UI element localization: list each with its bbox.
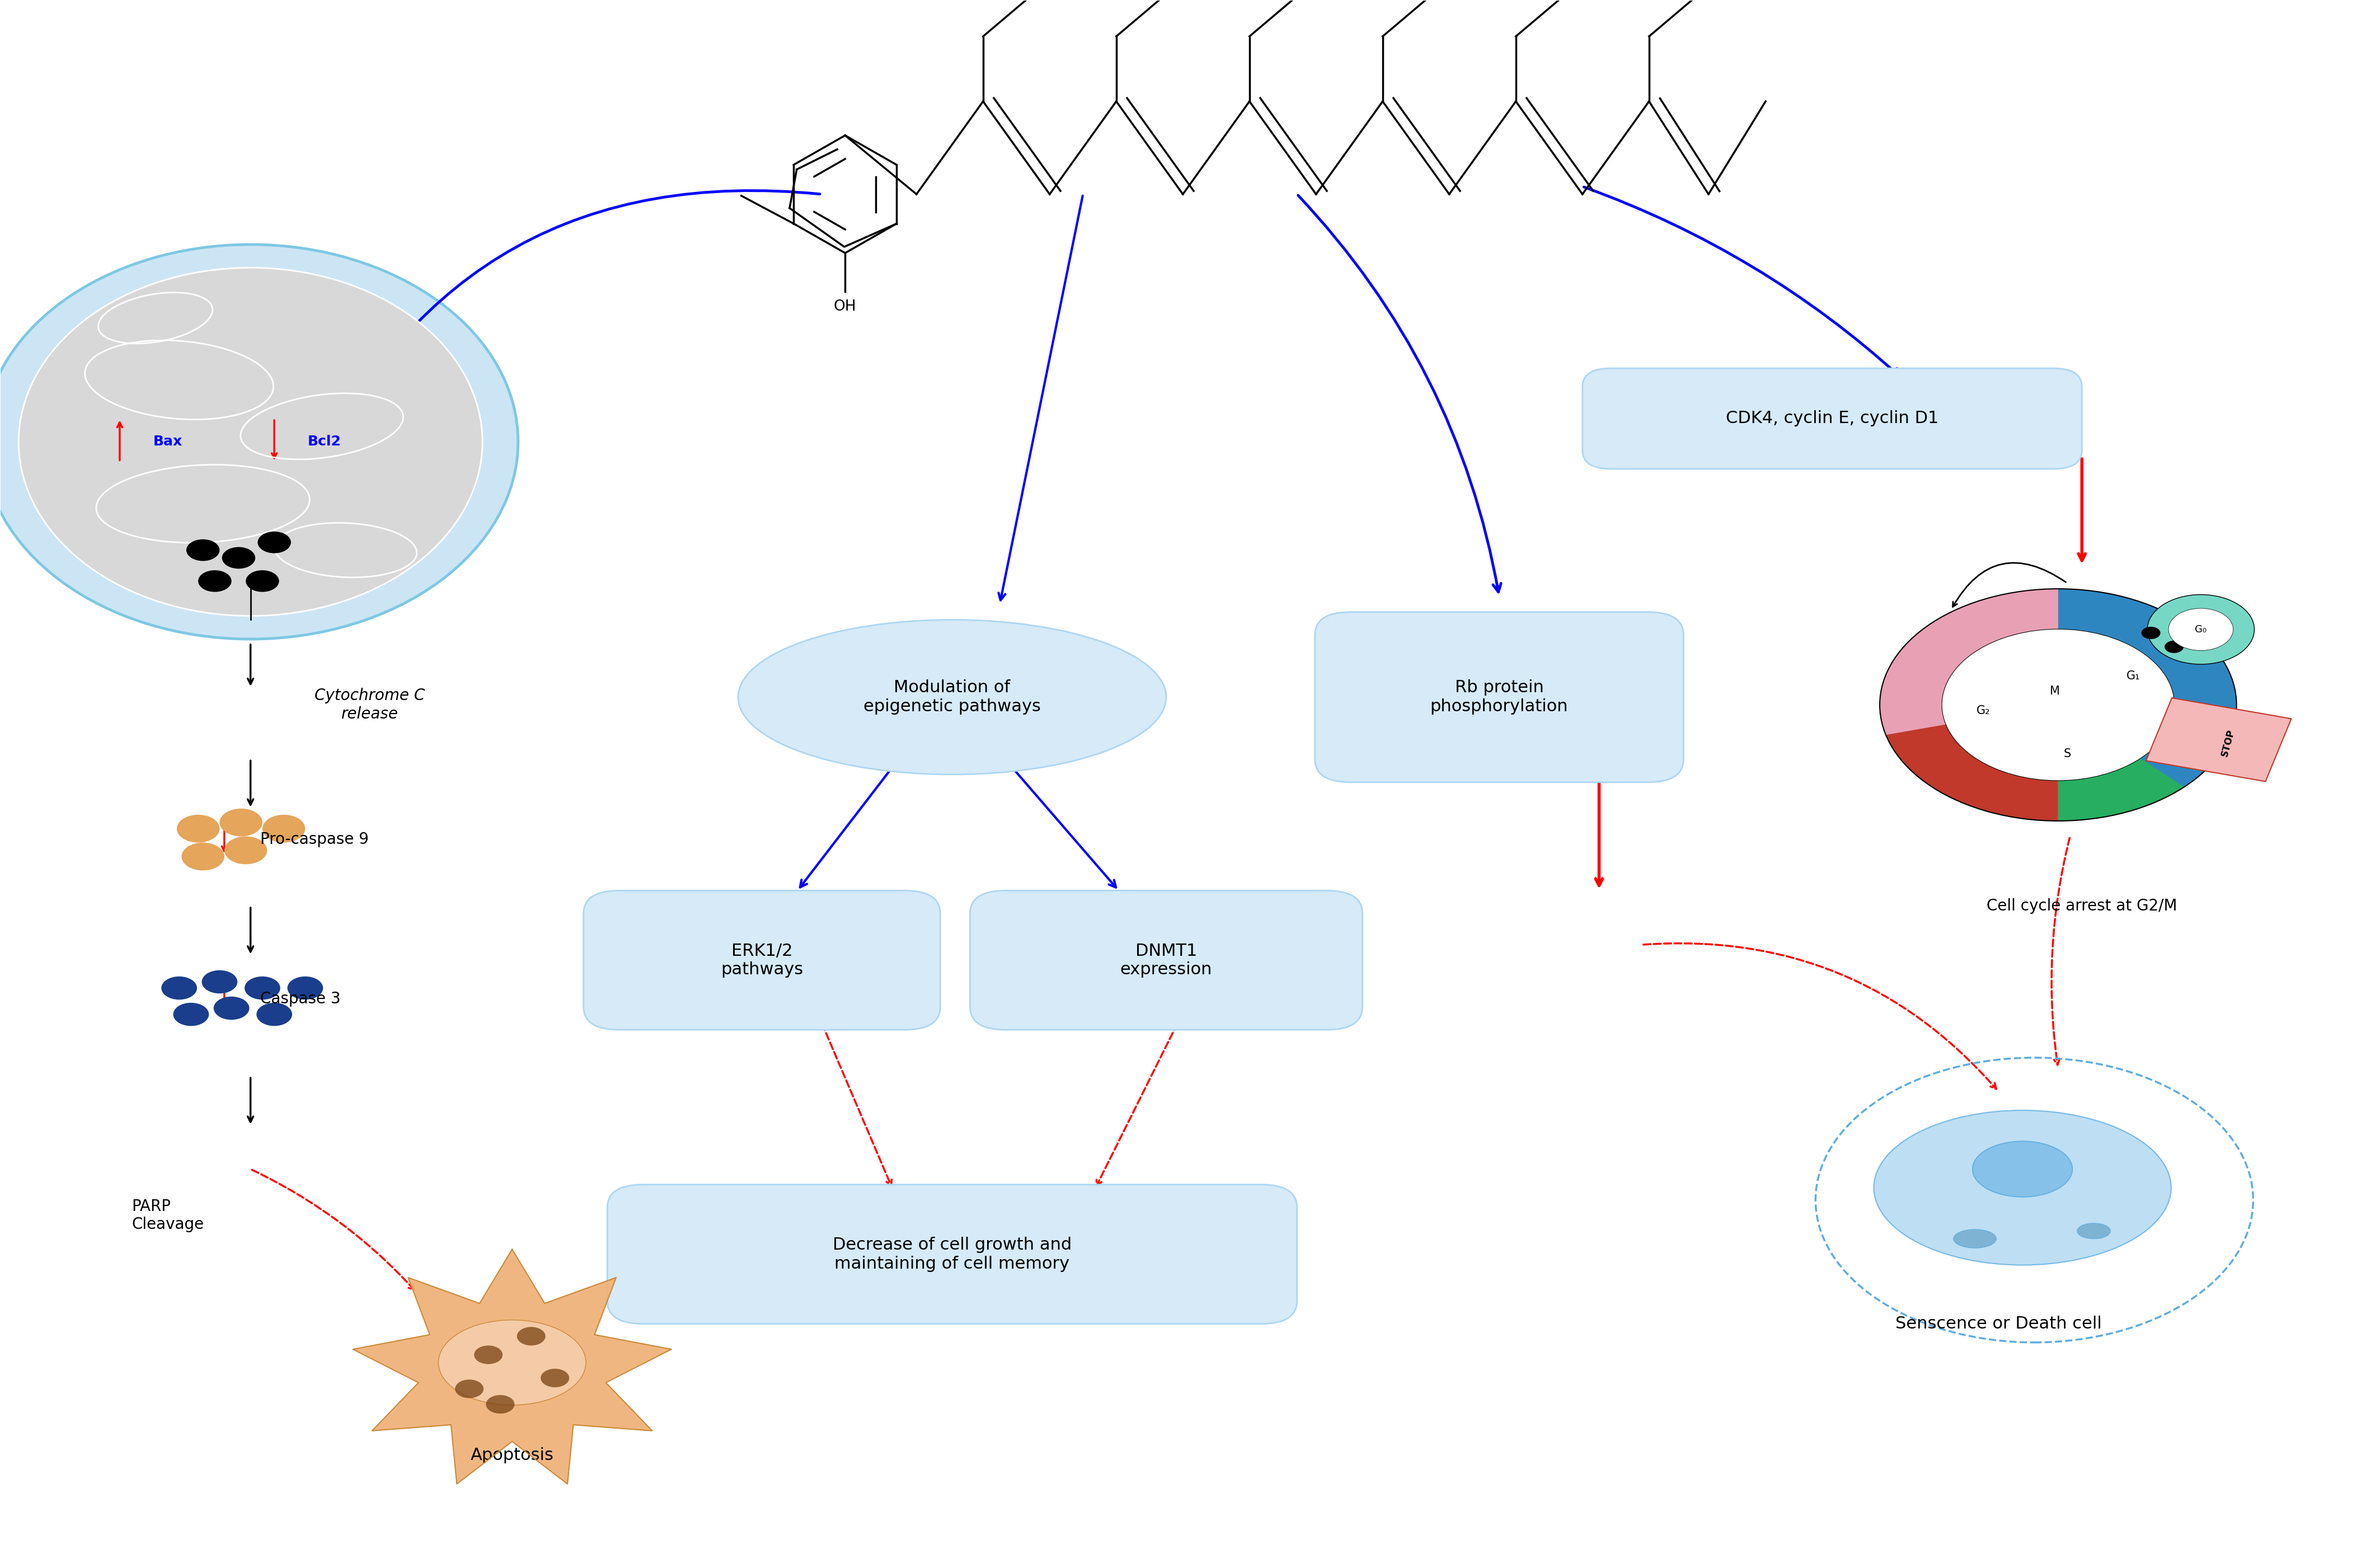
Text: Cytochrome C
release: Cytochrome C release bbox=[314, 688, 424, 722]
Ellipse shape bbox=[438, 1320, 585, 1405]
Text: Rb protein
phosphorylation: Rb protein phosphorylation bbox=[1430, 680, 1568, 714]
FancyBboxPatch shape bbox=[1583, 369, 2082, 469]
Ellipse shape bbox=[1954, 1230, 1997, 1248]
Wedge shape bbox=[1880, 589, 2237, 821]
Ellipse shape bbox=[0, 245, 519, 640]
Text: G₁: G₁ bbox=[2125, 671, 2140, 682]
Circle shape bbox=[162, 976, 198, 999]
Circle shape bbox=[516, 1327, 545, 1346]
Circle shape bbox=[455, 1380, 483, 1399]
Ellipse shape bbox=[1873, 1111, 2171, 1266]
Wedge shape bbox=[2147, 595, 2254, 665]
Text: M: M bbox=[2049, 685, 2059, 697]
Circle shape bbox=[1942, 629, 2173, 781]
Text: Pro-caspase 9: Pro-caspase 9 bbox=[259, 832, 369, 847]
Circle shape bbox=[186, 539, 219, 561]
Circle shape bbox=[214, 996, 250, 1019]
Circle shape bbox=[221, 547, 255, 568]
Ellipse shape bbox=[1973, 1142, 2073, 1197]
Text: Bcl2: Bcl2 bbox=[307, 435, 340, 449]
Circle shape bbox=[486, 1396, 514, 1414]
Circle shape bbox=[262, 815, 305, 843]
Wedge shape bbox=[1885, 725, 2059, 821]
Circle shape bbox=[288, 976, 324, 999]
Ellipse shape bbox=[19, 268, 483, 617]
Ellipse shape bbox=[738, 620, 1166, 774]
Circle shape bbox=[2142, 627, 2161, 640]
Text: G₂: G₂ bbox=[1975, 705, 1990, 716]
Text: STOP: STOP bbox=[2221, 728, 2237, 757]
Circle shape bbox=[202, 970, 238, 993]
Text: Bax: Bax bbox=[152, 435, 183, 449]
Wedge shape bbox=[1880, 589, 2059, 821]
Text: ERK1/2
pathways: ERK1/2 pathways bbox=[721, 943, 802, 977]
Text: Apoptosis: Apoptosis bbox=[471, 1447, 555, 1464]
Circle shape bbox=[224, 836, 267, 864]
Circle shape bbox=[2168, 609, 2232, 651]
FancyBboxPatch shape bbox=[971, 891, 1361, 1030]
Circle shape bbox=[219, 809, 262, 836]
Text: Caspase 3: Caspase 3 bbox=[259, 991, 340, 1007]
FancyBboxPatch shape bbox=[1314, 612, 1683, 782]
FancyBboxPatch shape bbox=[583, 891, 940, 1030]
Circle shape bbox=[176, 815, 219, 843]
Text: Decrease of cell growth and
maintaining of cell memory: Decrease of cell growth and maintaining … bbox=[833, 1236, 1071, 1272]
Wedge shape bbox=[2059, 757, 2185, 821]
Circle shape bbox=[245, 976, 281, 999]
Circle shape bbox=[198, 570, 231, 592]
Text: CDK4, cyclin E, cyclin D1: CDK4, cyclin E, cyclin D1 bbox=[1726, 410, 1940, 426]
Text: DNMT1
expression: DNMT1 expression bbox=[1121, 943, 1211, 977]
Text: PARP
Cleavage: PARP Cleavage bbox=[131, 1199, 205, 1233]
Text: Senscence or Death cell: Senscence or Death cell bbox=[1894, 1315, 2102, 1332]
FancyBboxPatch shape bbox=[607, 1185, 1297, 1324]
Ellipse shape bbox=[2078, 1224, 2111, 1239]
Circle shape bbox=[257, 1002, 293, 1025]
Text: G₀: G₀ bbox=[2194, 624, 2206, 635]
Circle shape bbox=[474, 1346, 502, 1365]
Text: Cell cycle arrest at G2/M: Cell cycle arrest at G2/M bbox=[1987, 898, 2178, 914]
Polygon shape bbox=[2147, 699, 2292, 782]
Circle shape bbox=[181, 843, 224, 871]
Wedge shape bbox=[2059, 589, 2237, 793]
Text: Modulation of
epigenetic pathways: Modulation of epigenetic pathways bbox=[864, 680, 1040, 714]
Circle shape bbox=[2163, 641, 2182, 654]
Circle shape bbox=[257, 531, 290, 553]
Circle shape bbox=[174, 1002, 209, 1025]
Text: OH: OH bbox=[833, 299, 857, 314]
Circle shape bbox=[540, 1369, 569, 1388]
Text: S: S bbox=[2063, 748, 2071, 759]
Circle shape bbox=[245, 570, 278, 592]
Polygon shape bbox=[352, 1248, 671, 1484]
